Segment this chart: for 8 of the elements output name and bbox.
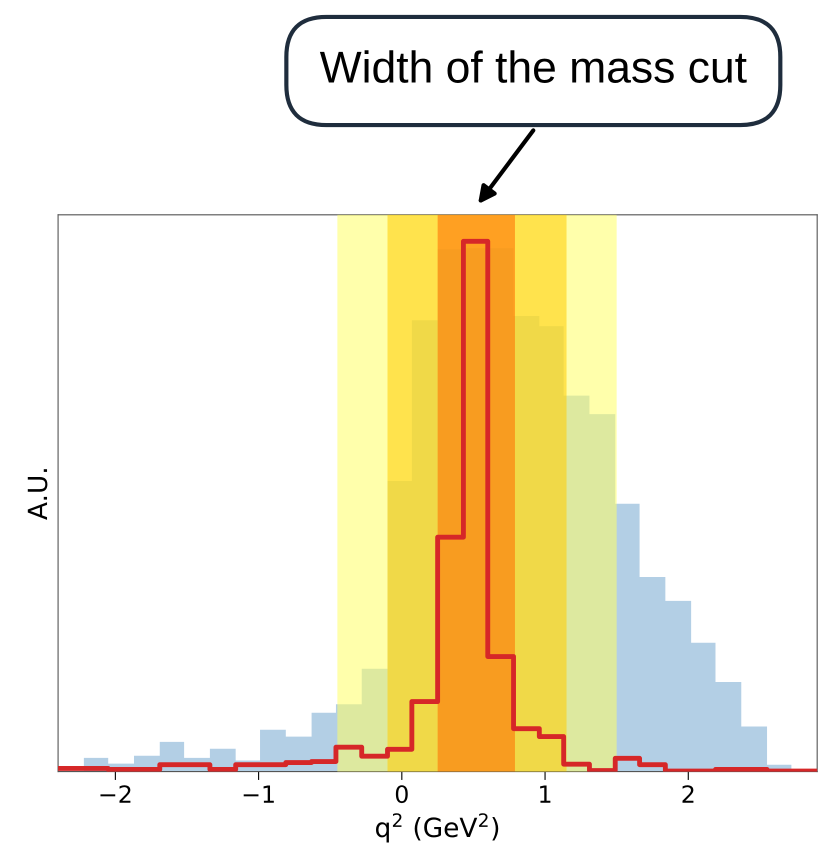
x-tick-label: −1 — [244, 786, 274, 803]
x-tick-label: 2 — [682, 785, 694, 803]
x-axis-title: q$^{2}$ (GeV$^{2}$) — [376, 813, 498, 843]
x-tick-label: −2 — [100, 785, 130, 803]
x-tick-label: 0 — [396, 785, 408, 804]
x-tick-label: 1 — [540, 786, 550, 803]
text: Width of the mass cut — [320, 50, 747, 83]
y-axis-title: A.U. — [28, 469, 48, 520]
